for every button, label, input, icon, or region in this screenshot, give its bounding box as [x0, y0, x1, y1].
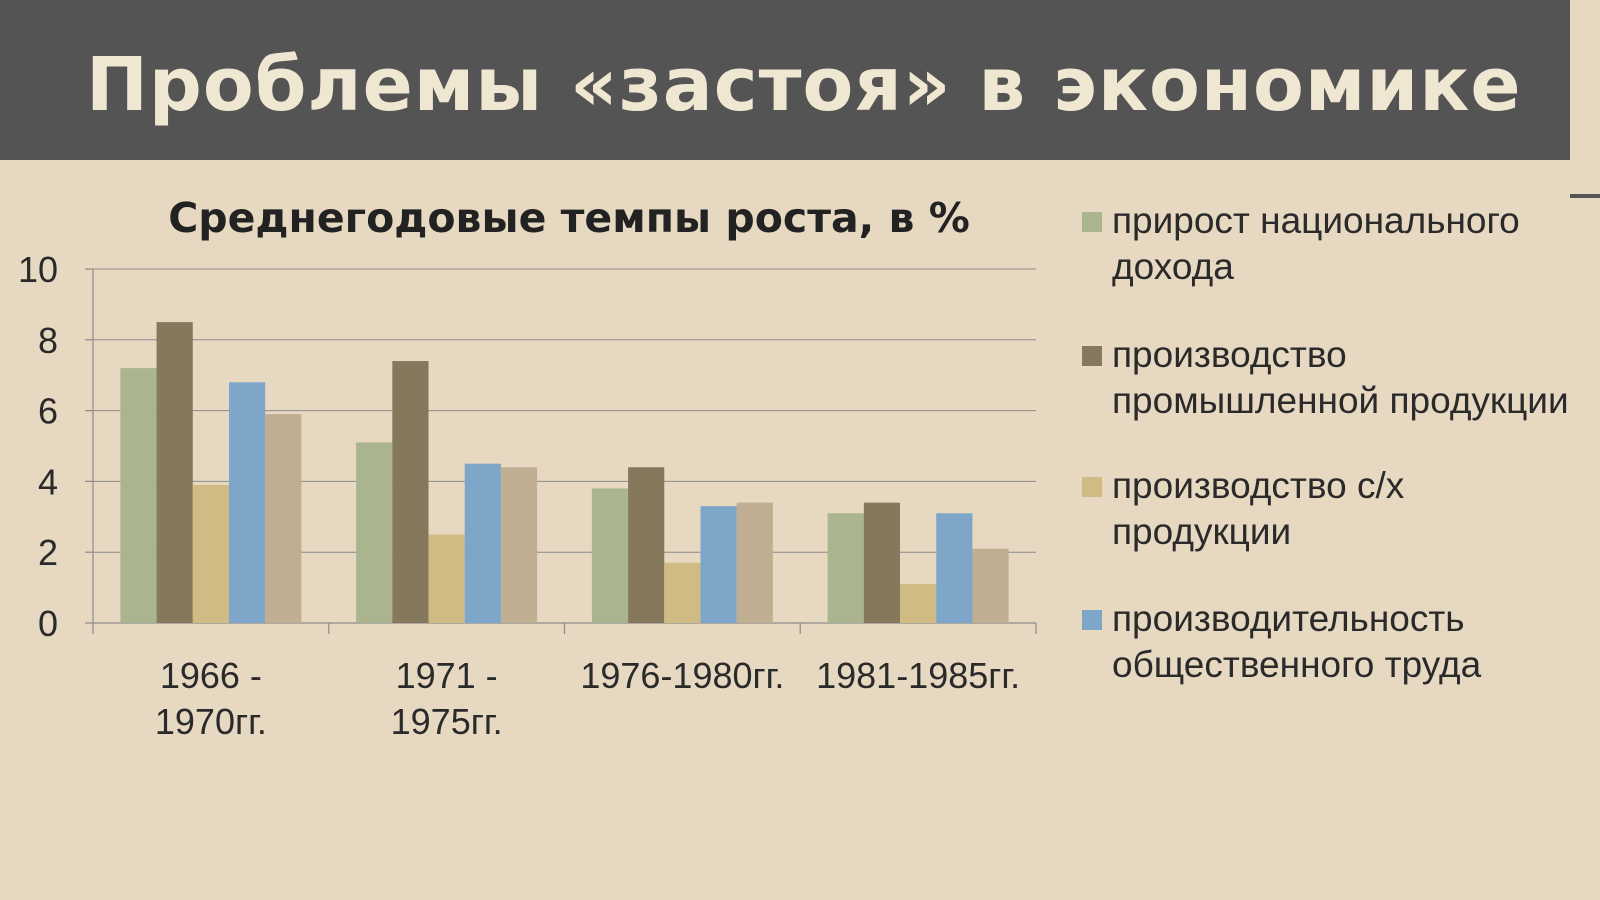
bar: [156, 322, 193, 623]
bar: [972, 548, 1009, 623]
x-tick-label: 1976-1980гг.: [580, 655, 784, 696]
slide-title: Проблемы «застоя» в экономике: [86, 42, 1522, 128]
legend-label: производство промышленной продукции: [1112, 334, 1569, 421]
title-bar: [0, 0, 1570, 160]
bar: [356, 442, 393, 623]
legend-label: прирост национального дохода: [1112, 200, 1520, 287]
bar: [591, 488, 629, 623]
x-tick-label: 1981-1985гг.: [816, 655, 1020, 696]
bar: [827, 513, 864, 623]
y-tick-label: 0: [38, 603, 58, 644]
legend-swatch: [1082, 477, 1102, 497]
legend-swatch: [1082, 212, 1102, 232]
x-tick-label: 1966 -: [160, 655, 262, 696]
y-tick-label: 2: [38, 532, 58, 573]
y-tick-label: 4: [38, 461, 58, 502]
legend-swatch: [1082, 346, 1102, 366]
x-tick-label: 1975гг.: [391, 701, 503, 742]
chart-title: Среднегодовые темпы роста, в %: [168, 194, 970, 242]
bar: [736, 502, 773, 623]
bar: [228, 382, 266, 623]
bar: [900, 584, 937, 623]
y-tick-label: 8: [38, 320, 58, 361]
x-tick-label: 1971 -: [396, 655, 498, 696]
y-tick-label: 6: [38, 391, 58, 432]
bar: [392, 361, 429, 623]
legend-label: производство с/х продукции: [1112, 465, 1405, 552]
bar: [120, 368, 157, 623]
bar: [265, 414, 302, 623]
bar: [192, 484, 229, 623]
y-tick-label: 10: [18, 249, 58, 290]
bar: [700, 506, 737, 623]
x-tick-label: 1970гг.: [155, 701, 267, 742]
bar: [464, 463, 501, 623]
legend-label: производительность общественного труда: [1112, 598, 1482, 685]
bar: [664, 562, 701, 623]
bar: [936, 513, 973, 623]
bar: [500, 467, 538, 623]
bar: [863, 502, 901, 623]
bar: [428, 534, 465, 623]
legend-swatch: [1082, 610, 1102, 630]
title-bar-corner-mask: [1570, 160, 1600, 194]
bar: [628, 467, 665, 623]
